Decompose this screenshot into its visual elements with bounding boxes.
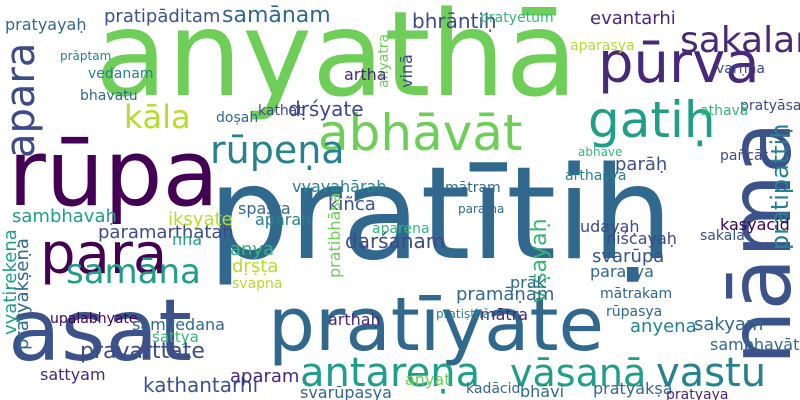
word: sakyam — [694, 314, 763, 335]
word: athavā — [700, 103, 748, 119]
word: pañcāt — [720, 148, 769, 164]
word: rūpa — [8, 120, 219, 227]
word: spaṣṭa — [238, 199, 291, 218]
word: upalabhyate — [50, 311, 138, 327]
word: dṛśyate — [288, 97, 364, 121]
word: niścayaḥ — [606, 229, 677, 248]
word: anyena — [630, 316, 697, 337]
word: pratibhāsa — [325, 193, 344, 279]
word: doṣah — [216, 110, 258, 126]
word: abhāve — [578, 145, 622, 159]
word: vedanam — [88, 66, 153, 82]
word: varṇna — [716, 61, 765, 77]
word: sakalam — [680, 20, 800, 61]
word: pratyetum — [480, 10, 554, 26]
word: vinā — [397, 54, 416, 88]
word: pramāṇam — [456, 284, 554, 305]
word: pratītiḥ — [208, 140, 673, 289]
word: aparam — [230, 366, 299, 387]
word: anyat — [405, 370, 451, 389]
word: pratyaya — [666, 387, 728, 400]
word: parama — [458, 202, 504, 216]
word: kathantarhi — [143, 373, 258, 397]
word: pratipattiḥ — [766, 123, 794, 250]
word: pratyāsatti — [740, 98, 800, 114]
word: pratīyate — [268, 282, 604, 368]
word: anyatra — [376, 34, 392, 88]
word: evantarhi — [590, 8, 676, 29]
word: mātra — [480, 305, 528, 324]
word: prāptam — [60, 49, 111, 63]
word: sambhavaḥ — [12, 206, 117, 227]
word: iksyate — [168, 209, 233, 230]
word: bhrāntiḥ — [412, 9, 497, 33]
word: pratyakṣa — [593, 379, 673, 398]
word: saṃvedana — [132, 315, 225, 334]
word: sattya — [152, 328, 199, 346]
word: anya — [230, 239, 274, 260]
word: nāma — [711, 121, 800, 365]
word: svapna — [232, 276, 283, 292]
word: kathat — [258, 103, 303, 119]
word: vastu — [656, 350, 766, 396]
word: vyatirekeṇa — [0, 229, 21, 335]
word: pūrva — [598, 31, 760, 96]
word: kadācid — [466, 381, 520, 397]
word: sattyam — [40, 365, 106, 384]
word: svarūpa — [592, 246, 664, 267]
word: vyavahāraḥ — [292, 177, 386, 196]
word: pratyayaḥ — [5, 15, 87, 34]
word: paramarthatah — [98, 222, 234, 243]
word: pratiṣṭhā — [436, 307, 490, 321]
word: bhavatu — [80, 88, 138, 104]
word: para — [40, 222, 167, 287]
word: parāḥ — [615, 154, 667, 175]
word: pravarttate — [80, 339, 205, 364]
word: sakala — [700, 228, 745, 244]
word: kiñca — [328, 194, 376, 215]
word: gatiḥ — [588, 91, 716, 149]
word: kāla — [124, 98, 191, 136]
word: viṣayaḥ — [527, 218, 552, 303]
word: pratyakṣeṇa — [12, 238, 33, 350]
word: darśanam — [345, 229, 445, 253]
word: abhāvāt — [318, 104, 523, 162]
word: samāna — [66, 252, 201, 292]
word: kasyacid — [720, 215, 790, 234]
word: arthaḥ — [328, 310, 381, 329]
word: pratipāditam — [104, 6, 220, 27]
word: aparaḥ — [255, 210, 311, 229]
word: anyathā — [95, 0, 578, 123]
word: antareṇa — [300, 350, 480, 396]
word: nna — [172, 230, 202, 249]
word: apara — [0, 43, 44, 158]
word: aparasya — [570, 38, 635, 54]
word: samānam — [222, 3, 331, 28]
word: arthasya — [565, 168, 626, 184]
word: dṛṣṭa — [232, 256, 278, 277]
word: aparena — [372, 221, 430, 237]
word: udayaḥ — [580, 217, 640, 236]
word: bhāvi — [520, 382, 564, 400]
word: sambhavāt — [710, 335, 799, 354]
word: prāk — [510, 273, 547, 292]
word: artha — [344, 65, 387, 84]
word: svarūpasya — [300, 383, 392, 400]
word: asat — [8, 281, 192, 381]
word: parasya — [590, 262, 654, 281]
word: mātrakam — [600, 286, 672, 302]
word: rūpasya — [606, 304, 662, 320]
word: rūpeṇa — [210, 128, 345, 172]
word: mātram — [445, 180, 501, 196]
word: vāsanā — [510, 351, 646, 395]
